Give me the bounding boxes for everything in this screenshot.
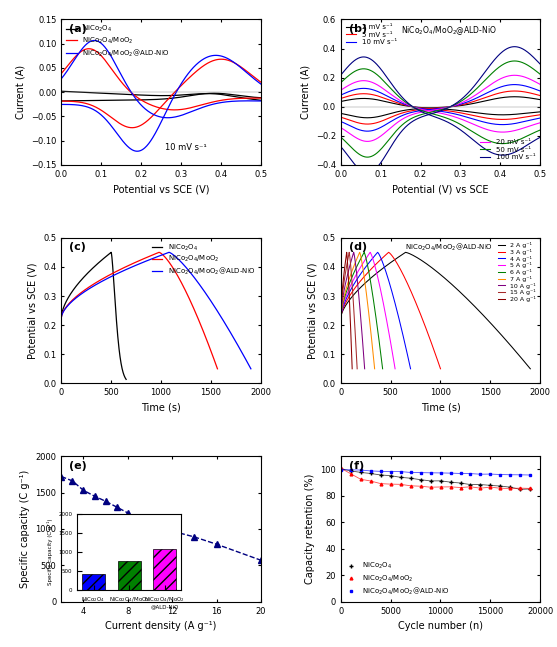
NiCo$_2$O$_4$/MoO$_2$ [477, 485, 484, 492]
X-axis label: Time (s): Time (s) [421, 403, 461, 413]
NiCo$_2$O$_4$/MoO$_2$ [367, 477, 374, 485]
NiCo$_2$O$_4$/MoO$_2$ [487, 483, 494, 491]
Line: NiCo$_2$O$_4$/MoO$_2$@ALD-NiO: NiCo$_2$O$_4$/MoO$_2$@ALD-NiO [339, 468, 532, 476]
X-axis label: Current density (A g⁻¹): Current density (A g⁻¹) [105, 621, 217, 631]
NiCo$_2$O$_4$/MoO$_2$@ALD-NiO [377, 468, 384, 476]
NiCo$_2$O$_4$ [407, 474, 414, 482]
NiCo$_2$O$_4$ [477, 481, 484, 488]
NiCo$_2$O$_4$ [338, 465, 344, 472]
NiCo$_2$O$_4$/MoO$_2$ [467, 483, 474, 490]
NiCo$_2$O$_4$/MoO$_2$@ALD-NiO [527, 471, 534, 479]
NiCo$_2$O$_4$/MoO$_2$ [527, 485, 534, 492]
Text: (b): (b) [349, 24, 367, 34]
NiCo$_2$O$_4$/MoO$_2$@ALD-NiO [417, 468, 424, 476]
Legend: 20 mV s⁻¹, 50 mV s⁻¹, 100 mV s⁻¹: 20 mV s⁻¹, 50 mV s⁻¹, 100 mV s⁻¹ [478, 138, 537, 162]
NiCo$_2$O$_4$ [487, 481, 494, 489]
Legend: NiCo$_2$O$_4$, NiCo$_2$O$_4$/MoO$_2$, NiCo$_2$O$_4$/MoO$_2$@ALD-NiO: NiCo$_2$O$_4$, NiCo$_2$O$_4$/MoO$_2$, Ni… [150, 241, 257, 278]
Y-axis label: Capacity retention (%): Capacity retention (%) [305, 474, 315, 584]
NiCo$_2$O$_4$/MoO$_2$@ALD-NiO [457, 470, 464, 477]
NiCo$_2$O$_4$/MoO$_2$@ALD-NiO [487, 470, 494, 478]
NiCo$_2$O$_4$/MoO$_2$ [447, 483, 454, 490]
Y-axis label: Potential vs SCE (V): Potential vs SCE (V) [28, 262, 38, 359]
NiCo$_2$O$_4$/MoO$_2$ [517, 484, 524, 492]
Text: (c): (c) [69, 242, 86, 252]
X-axis label: Cycle number (n): Cycle number (n) [398, 621, 483, 631]
NiCo$_2$O$_4$/MoO$_2$ [387, 480, 394, 488]
NiCo$_2$O$_4$/MoO$_2$ [497, 485, 504, 492]
NiCo$_2$O$_4$/MoO$_2$ [358, 476, 364, 483]
Text: NiCo$_2$O$_4$/MoO$_2$@ALD-NiO: NiCo$_2$O$_4$/MoO$_2$@ALD-NiO [400, 24, 496, 36]
NiCo$_2$O$_4$/MoO$_2$@ALD-NiO [407, 468, 414, 476]
Legend: NiCo$_2$O$_4$, NiCo$_2$O$_4$/MoO$_2$, NiCo$_2$O$_4$/MoO$_2$@ALD-NiO: NiCo$_2$O$_4$, NiCo$_2$O$_4$/MoO$_2$, Ni… [344, 560, 451, 598]
NiCo$_2$O$_4$ [387, 472, 394, 479]
NiCo$_2$O$_4$/MoO$_2$@ALD-NiO [467, 470, 474, 477]
NiCo$_2$O$_4$/MoO$_2$ [407, 482, 414, 490]
Y-axis label: Current (A): Current (A) [16, 65, 26, 119]
NiCo$_2$O$_4$ [377, 471, 384, 479]
NiCo$_2$O$_4$/MoO$_2$@ALD-NiO [517, 471, 524, 479]
Y-axis label: Specific capacity (C g⁻¹): Specific capacity (C g⁻¹) [20, 470, 30, 588]
NiCo$_2$O$_4$ [497, 482, 504, 490]
Y-axis label: Potential vs SCE (V): Potential vs SCE (V) [307, 262, 317, 359]
NiCo$_2$O$_4$/MoO$_2$@ALD-NiO [477, 470, 484, 478]
Text: (a): (a) [69, 24, 87, 34]
Text: (e): (e) [69, 461, 87, 470]
NiCo$_2$O$_4$/MoO$_2$@ALD-NiO [367, 467, 374, 475]
NiCo$_2$O$_4$/MoO$_2$ [417, 483, 424, 490]
NiCo$_2$O$_4$/MoO$_2$@ALD-NiO [358, 466, 364, 474]
Text: 10 mV s⁻¹: 10 mV s⁻¹ [165, 144, 207, 153]
NiCo$_2$O$_4$/MoO$_2$ [377, 479, 384, 487]
NiCo$_2$O$_4$/MoO$_2$@ALD-NiO [507, 471, 514, 479]
NiCo$_2$O$_4$ [348, 467, 354, 475]
NiCo$_2$O$_4$ [447, 478, 454, 486]
NiCo$_2$O$_4$/MoO$_2$ [427, 483, 434, 491]
NiCo$_2$O$_4$/MoO$_2$@ALD-NiO [497, 470, 504, 478]
NiCo$_2$O$_4$/MoO$_2$@ALD-NiO [338, 466, 344, 474]
Legend: NiCo$_2$O$_4$, NiCo$_2$O$_4$/MoO$_2$, NiCo$_2$O$_4$/MoO$_2$@ALD-NiO: NiCo$_2$O$_4$, NiCo$_2$O$_4$/MoO$_2$, Ni… [65, 23, 172, 60]
NiCo$_2$O$_4$ [457, 479, 464, 487]
X-axis label: Potential vs SCE (V): Potential vs SCE (V) [113, 184, 209, 194]
NiCo$_2$O$_4$/MoO$_2$ [348, 470, 354, 477]
Legend: 2 A g⁻¹, 3 A g⁻¹, 4 A g⁻¹, 5 A g⁻¹, 6 A g⁻¹, 7 A g⁻¹, 10 A g⁻¹, 15 A g⁻¹, 20 A g: 2 A g⁻¹, 3 A g⁻¹, 4 A g⁻¹, 5 A g⁻¹, 6 A … [496, 241, 537, 303]
NiCo$_2$O$_4$ [358, 468, 364, 476]
NiCo$_2$O$_4$/MoO$_2$@ALD-NiO [348, 466, 354, 474]
NiCo$_2$O$_4$ [527, 485, 534, 493]
NiCo$_2$O$_4$ [517, 485, 524, 493]
Text: NiCo$_2$O$_4$/MoO$_2$@ALD-NiO: NiCo$_2$O$_4$/MoO$_2$@ALD-NiO [404, 242, 492, 254]
NiCo$_2$O$_4$ [397, 474, 404, 481]
X-axis label: Time (s): Time (s) [141, 403, 181, 413]
NiCo$_2$O$_4$/MoO$_2$ [397, 481, 404, 488]
NiCo$_2$O$_4$ [467, 481, 474, 488]
Text: (d): (d) [349, 242, 367, 252]
NiCo$_2$O$_4$/MoO$_2$ [507, 485, 514, 492]
NiCo$_2$O$_4$/MoO$_2$@ALD-NiO [397, 468, 404, 476]
NiCo$_2$O$_4$ [437, 477, 444, 485]
Line: NiCo$_2$O$_4$/MoO$_2$: NiCo$_2$O$_4$/MoO$_2$ [339, 466, 532, 490]
NiCo$_2$O$_4$ [417, 476, 424, 483]
NiCo$_2$O$_4$/MoO$_2$@ALD-NiO [437, 469, 444, 477]
NiCo$_2$O$_4$/MoO$_2$ [457, 484, 464, 492]
NiCo$_2$O$_4$/MoO$_2$@ALD-NiO [447, 469, 454, 477]
NiCo$_2$O$_4$ [507, 483, 514, 491]
Line: NiCo$_2$O$_4$: NiCo$_2$O$_4$ [339, 467, 532, 491]
NiCo$_2$O$_4$ [427, 477, 434, 485]
NiCo$_2$O$_4$/MoO$_2$ [437, 483, 444, 491]
Y-axis label: Current (A): Current (A) [300, 65, 310, 119]
Text: (f): (f) [349, 461, 364, 470]
NiCo$_2$O$_4$/MoO$_2$ [338, 464, 344, 472]
NiCo$_2$O$_4$/MoO$_2$@ALD-NiO [387, 468, 394, 476]
X-axis label: Potential (V) vs SCE: Potential (V) vs SCE [392, 184, 488, 194]
NiCo$_2$O$_4$ [367, 470, 374, 477]
NiCo$_2$O$_4$/MoO$_2$@ALD-NiO [427, 469, 434, 477]
